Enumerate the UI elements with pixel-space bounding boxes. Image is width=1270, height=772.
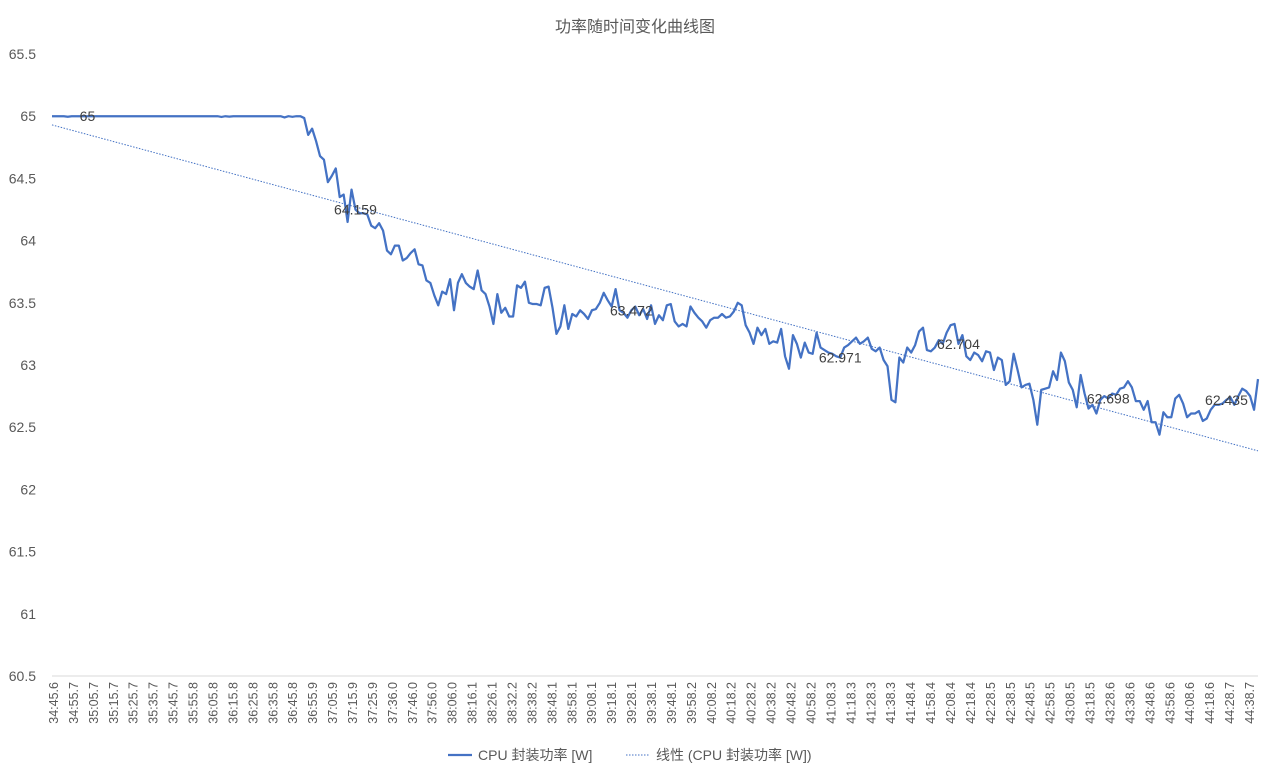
x-tick-label: 35:45.7	[167, 682, 181, 724]
y-axis: 60.5 61 61.5 62 62.5 63 63.5 64 64.5 65 65.5	[9, 46, 36, 684]
x-tick-label: 38:58.1	[565, 682, 579, 724]
x-tick-label: 37:25.9	[366, 682, 380, 724]
x-tick-label: 42:48.5	[1024, 682, 1038, 724]
x-tick-label: 43:18.5	[1084, 682, 1098, 724]
x-tick-label: 40:48.2	[785, 682, 799, 724]
x-tick-label: 43:38.6	[1123, 682, 1137, 724]
chart-title: 功率随时间变化曲线图	[555, 18, 715, 36]
x-tick-label: 40:58.2	[804, 682, 818, 724]
data-label: 64.159	[334, 202, 377, 218]
x-tick-label: 42:58.5	[1044, 682, 1058, 724]
x-tick-label: 35:15.7	[107, 682, 121, 724]
x-tick-label: 35:25.7	[127, 682, 141, 724]
x-tick-label: 38:38.2	[525, 682, 539, 724]
series-line-cpu-power	[52, 115, 1260, 436]
x-tick-label: 44:28.7	[1223, 682, 1237, 724]
y-tick-label: 63	[20, 357, 36, 373]
x-tick-label: 36:45.8	[286, 682, 300, 724]
y-tick-label: 61.5	[9, 544, 36, 560]
x-tick-label: 37:56.0	[426, 682, 440, 724]
x-tick-label: 43:28.6	[1103, 682, 1117, 724]
x-tick-label: 35:55.8	[187, 682, 201, 724]
plot-area	[51, 115, 1260, 452]
x-tick-label: 41:48.4	[904, 682, 918, 724]
x-tick-label: 44:18.6	[1203, 682, 1217, 724]
x-tick-label: 37:36.0	[386, 682, 400, 724]
x-tick-label: 41:18.3	[844, 682, 858, 724]
data-label: 62.698	[1087, 391, 1130, 407]
x-tick-label: 43:08.5	[1064, 682, 1078, 724]
y-tick-label: 62	[20, 481, 36, 497]
y-tick-label: 63.5	[9, 295, 36, 311]
x-tick-label: 35:05.7	[87, 682, 101, 724]
x-tick-label: 37:05.9	[326, 682, 340, 724]
x-tick-label: 39:28.1	[625, 682, 639, 724]
x-tick-label: 38:06.0	[446, 682, 460, 724]
x-tick-label: 36:05.8	[206, 682, 220, 724]
x-tick-label: 41:08.3	[824, 682, 838, 724]
y-tick-label: 60.5	[9, 668, 36, 684]
x-tick-label: 38:48.1	[545, 682, 559, 724]
y-tick-label: 64.5	[9, 170, 36, 186]
x-tick-label: 44:08.6	[1183, 682, 1197, 724]
data-label: 62.887	[1223, 0, 1266, 3]
x-tick-label: 44:38.7	[1243, 682, 1257, 724]
data-label: 62.971	[819, 350, 862, 366]
y-tick-label: 65	[20, 108, 36, 124]
x-tick-label: 34:45.6	[47, 682, 61, 724]
x-tick-label: 39:58.2	[685, 682, 699, 724]
x-tick-label: 36:55.9	[306, 682, 320, 724]
x-tick-label: 35:35.7	[147, 682, 161, 724]
data-label: 63.472	[610, 302, 653, 318]
x-tick-label: 39:18.1	[605, 682, 619, 724]
legend-label-series: CPU 封装功率 [W]	[478, 747, 592, 763]
y-tick-label: 64	[20, 233, 36, 249]
data-label: 62.435	[1205, 392, 1248, 408]
x-tick-label: 36:15.8	[226, 682, 240, 724]
data-label: 62.704	[937, 336, 980, 352]
x-tick-label: 36:35.8	[266, 682, 280, 724]
x-tick-label: 37:15.9	[346, 682, 360, 724]
y-tick-label: 61	[20, 606, 36, 622]
y-tick-label: 65.5	[9, 46, 36, 62]
trendline	[51, 124, 1259, 452]
x-tick-label: 41:38.3	[884, 682, 898, 724]
x-tick-label: 42:38.5	[1004, 682, 1018, 724]
x-tick-label: 36:25.8	[246, 682, 260, 724]
x-tick-label: 38:32.2	[505, 682, 519, 724]
x-tick-label: 38:16.1	[466, 682, 480, 724]
x-tick-label: 40:38.2	[765, 682, 779, 724]
x-tick-label: 37:46.0	[406, 682, 420, 724]
y-tick-label: 62.5	[9, 419, 36, 435]
x-tick-label: 43:48.6	[1143, 682, 1157, 724]
x-tick-label: 41:58.4	[924, 682, 938, 724]
x-tick-label: 42:28.5	[984, 682, 998, 724]
x-tick-label: 41:28.3	[864, 682, 878, 724]
x-tick-label: 39:08.1	[585, 682, 599, 724]
x-tick-label: 38:26.1	[486, 682, 500, 724]
x-tick-label: 39:48.1	[665, 682, 679, 724]
x-tick-label: 40:18.2	[725, 682, 739, 724]
x-tick-label: 40:08.2	[705, 682, 719, 724]
x-tick-label: 43:58.6	[1163, 682, 1177, 724]
x-tick-label: 39:38.1	[645, 682, 659, 724]
x-tick-label: 34:55.7	[67, 682, 81, 724]
data-label: 65	[80, 108, 96, 124]
x-tick-label: 40:28.2	[745, 682, 759, 724]
x-tick-label: 42:08.4	[944, 682, 958, 724]
x-tick-label: 42:18.4	[964, 682, 978, 724]
x-axis: 34:45.6 34:55.7 35:05.7 35:15.7 35:25.7 35:35…	[47, 675, 1258, 724]
legend-label-trendline: 线性 (CPU 封装功率 [W])	[656, 747, 812, 763]
legend: CPU 封装功率 [W] 线性 (CPU 封装功率 [W])	[448, 747, 812, 763]
data-labels: 65 64.159 63.472 62.971 62.704 62.698 62.435 62…	[80, 0, 1267, 408]
